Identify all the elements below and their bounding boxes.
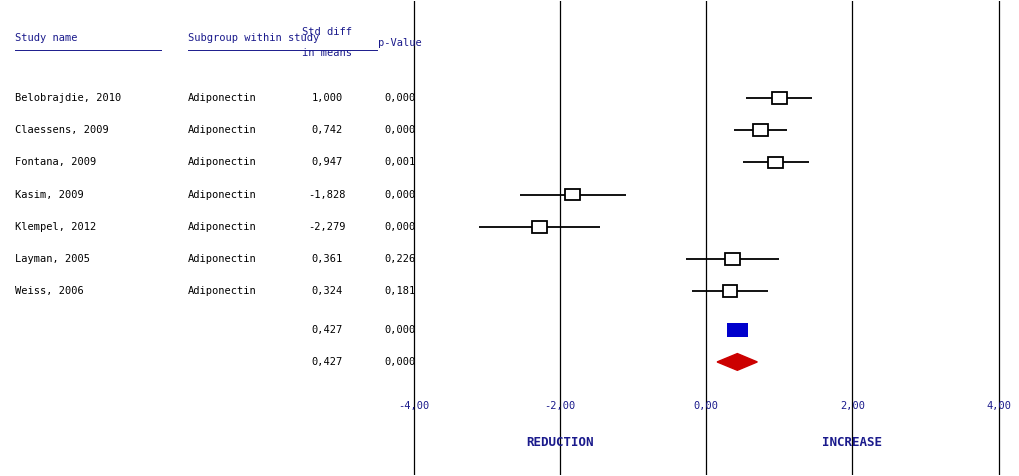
- Bar: [725, 253, 739, 265]
- Text: Belobrajdie, 2010: Belobrajdie, 2010: [14, 93, 121, 103]
- Text: 0,427: 0,427: [311, 357, 342, 367]
- Text: Klempel, 2012: Klempel, 2012: [14, 222, 96, 232]
- Text: in means: in means: [302, 48, 352, 58]
- Text: 1,000: 1,000: [311, 93, 342, 103]
- Text: -1,828: -1,828: [308, 189, 345, 199]
- Text: 0,000: 0,000: [384, 189, 416, 199]
- Text: 2,00: 2,00: [839, 401, 864, 411]
- Bar: [771, 92, 786, 104]
- Text: REDUCTION: REDUCTION: [526, 436, 593, 449]
- Text: INCREASE: INCREASE: [821, 436, 881, 449]
- Text: Adiponectin: Adiponectin: [187, 286, 256, 296]
- Bar: [767, 157, 782, 168]
- Text: Fontana, 2009: Fontana, 2009: [14, 158, 96, 168]
- Text: Claessens, 2009: Claessens, 2009: [14, 125, 108, 135]
- Text: Adiponectin: Adiponectin: [187, 125, 256, 135]
- Text: 4,00: 4,00: [985, 401, 1010, 411]
- Text: 0,361: 0,361: [311, 254, 342, 264]
- Text: 0,00: 0,00: [693, 401, 718, 411]
- Polygon shape: [716, 354, 756, 370]
- Text: 0,947: 0,947: [311, 158, 342, 168]
- Text: Std diff: Std diff: [302, 27, 352, 37]
- Text: -2,00: -2,00: [544, 401, 575, 411]
- Text: Adiponectin: Adiponectin: [187, 189, 256, 199]
- Text: p-Value: p-Value: [378, 38, 422, 48]
- Bar: [752, 124, 767, 136]
- Text: Weiss, 2006: Weiss, 2006: [14, 286, 84, 296]
- Text: 0,000: 0,000: [384, 93, 416, 103]
- Text: Adiponectin: Adiponectin: [187, 222, 256, 232]
- Text: 0,181: 0,181: [384, 286, 416, 296]
- Bar: [727, 323, 747, 337]
- Text: 0,742: 0,742: [311, 125, 342, 135]
- Text: 0,324: 0,324: [311, 286, 342, 296]
- Bar: [721, 285, 737, 297]
- Text: Kasim, 2009: Kasim, 2009: [14, 189, 84, 199]
- Text: Adiponectin: Adiponectin: [187, 158, 256, 168]
- Text: Adiponectin: Adiponectin: [187, 254, 256, 264]
- Text: 0,000: 0,000: [384, 222, 416, 232]
- Text: Subgroup within study: Subgroup within study: [187, 33, 319, 43]
- Text: 0,427: 0,427: [311, 325, 342, 335]
- Text: 0,226: 0,226: [384, 254, 416, 264]
- Text: Study name: Study name: [14, 33, 77, 43]
- Text: 0,000: 0,000: [384, 125, 416, 135]
- Text: 0,000: 0,000: [384, 357, 416, 367]
- Bar: [565, 189, 579, 200]
- Text: 0,001: 0,001: [384, 158, 416, 168]
- Text: 0,000: 0,000: [384, 325, 416, 335]
- Text: Adiponectin: Adiponectin: [187, 93, 256, 103]
- Bar: [532, 221, 546, 233]
- Text: -2,279: -2,279: [308, 222, 345, 232]
- Text: -4,00: -4,00: [397, 401, 429, 411]
- Text: Layman, 2005: Layman, 2005: [14, 254, 90, 264]
